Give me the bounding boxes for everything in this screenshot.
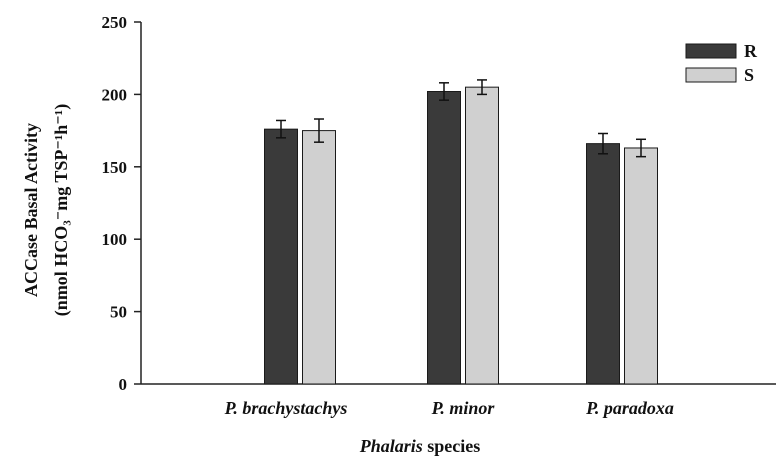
x-axis-title: Phalaris species xyxy=(359,436,481,456)
legend: RS xyxy=(685,41,758,85)
y-axis-title-line-2: (nmol HCO₃⁻mg TSP⁻¹h⁻¹) xyxy=(51,104,72,316)
y-tick-label: 150 xyxy=(102,158,128,177)
legend-swatch-r xyxy=(685,43,737,59)
y-axis-title-line-1: ACCase Basal Activity xyxy=(21,123,41,297)
legend-label-r: R xyxy=(744,41,758,61)
legend-label-s: S xyxy=(744,65,754,85)
x-category-label: P. brachystachys xyxy=(224,398,348,418)
x-axis: P. brachystachys P. minor P. paradoxa xyxy=(141,383,776,418)
x-category-label: P. minor xyxy=(431,398,496,418)
y-tick-label: 100 xyxy=(102,230,128,249)
x-axis-title-rest: species xyxy=(423,436,481,456)
x-axis-title-genus: Phalaris xyxy=(359,436,423,456)
bar-s-2 xyxy=(624,147,658,385)
bar-r-2 xyxy=(586,143,620,385)
bar-r-0 xyxy=(264,128,298,385)
bar-s-1 xyxy=(465,86,499,385)
y-tick-label: 0 xyxy=(119,375,128,394)
x-category-label: P. paradoxa xyxy=(585,398,674,418)
y-tick-label: 200 xyxy=(102,85,128,104)
y-axis: 0 50 100 150 200 250 xyxy=(102,13,142,394)
legend-swatch-s xyxy=(685,67,737,83)
y-tick-label: 50 xyxy=(110,303,127,322)
bar-r-1 xyxy=(427,91,461,385)
bars xyxy=(264,79,658,385)
y-tick-label: 250 xyxy=(102,13,128,32)
bar-s-0 xyxy=(302,130,336,385)
